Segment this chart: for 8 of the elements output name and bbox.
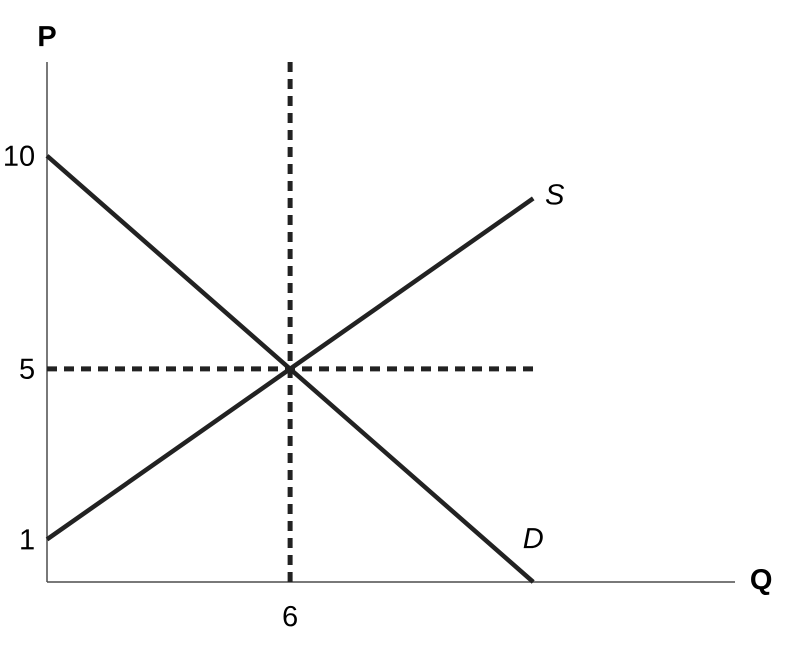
y-tick-label: 10 <box>5 146 34 166</box>
x-tick-label: 6 <box>284 606 297 626</box>
series-label: D <box>524 528 543 548</box>
x-axis-title: Q <box>751 569 772 595</box>
y-axis-title: P <box>39 26 56 46</box>
y-tick-label: 5 <box>20 358 34 379</box>
y-tick-label: 1 <box>21 529 34 550</box>
series-label: S <box>546 184 564 205</box>
